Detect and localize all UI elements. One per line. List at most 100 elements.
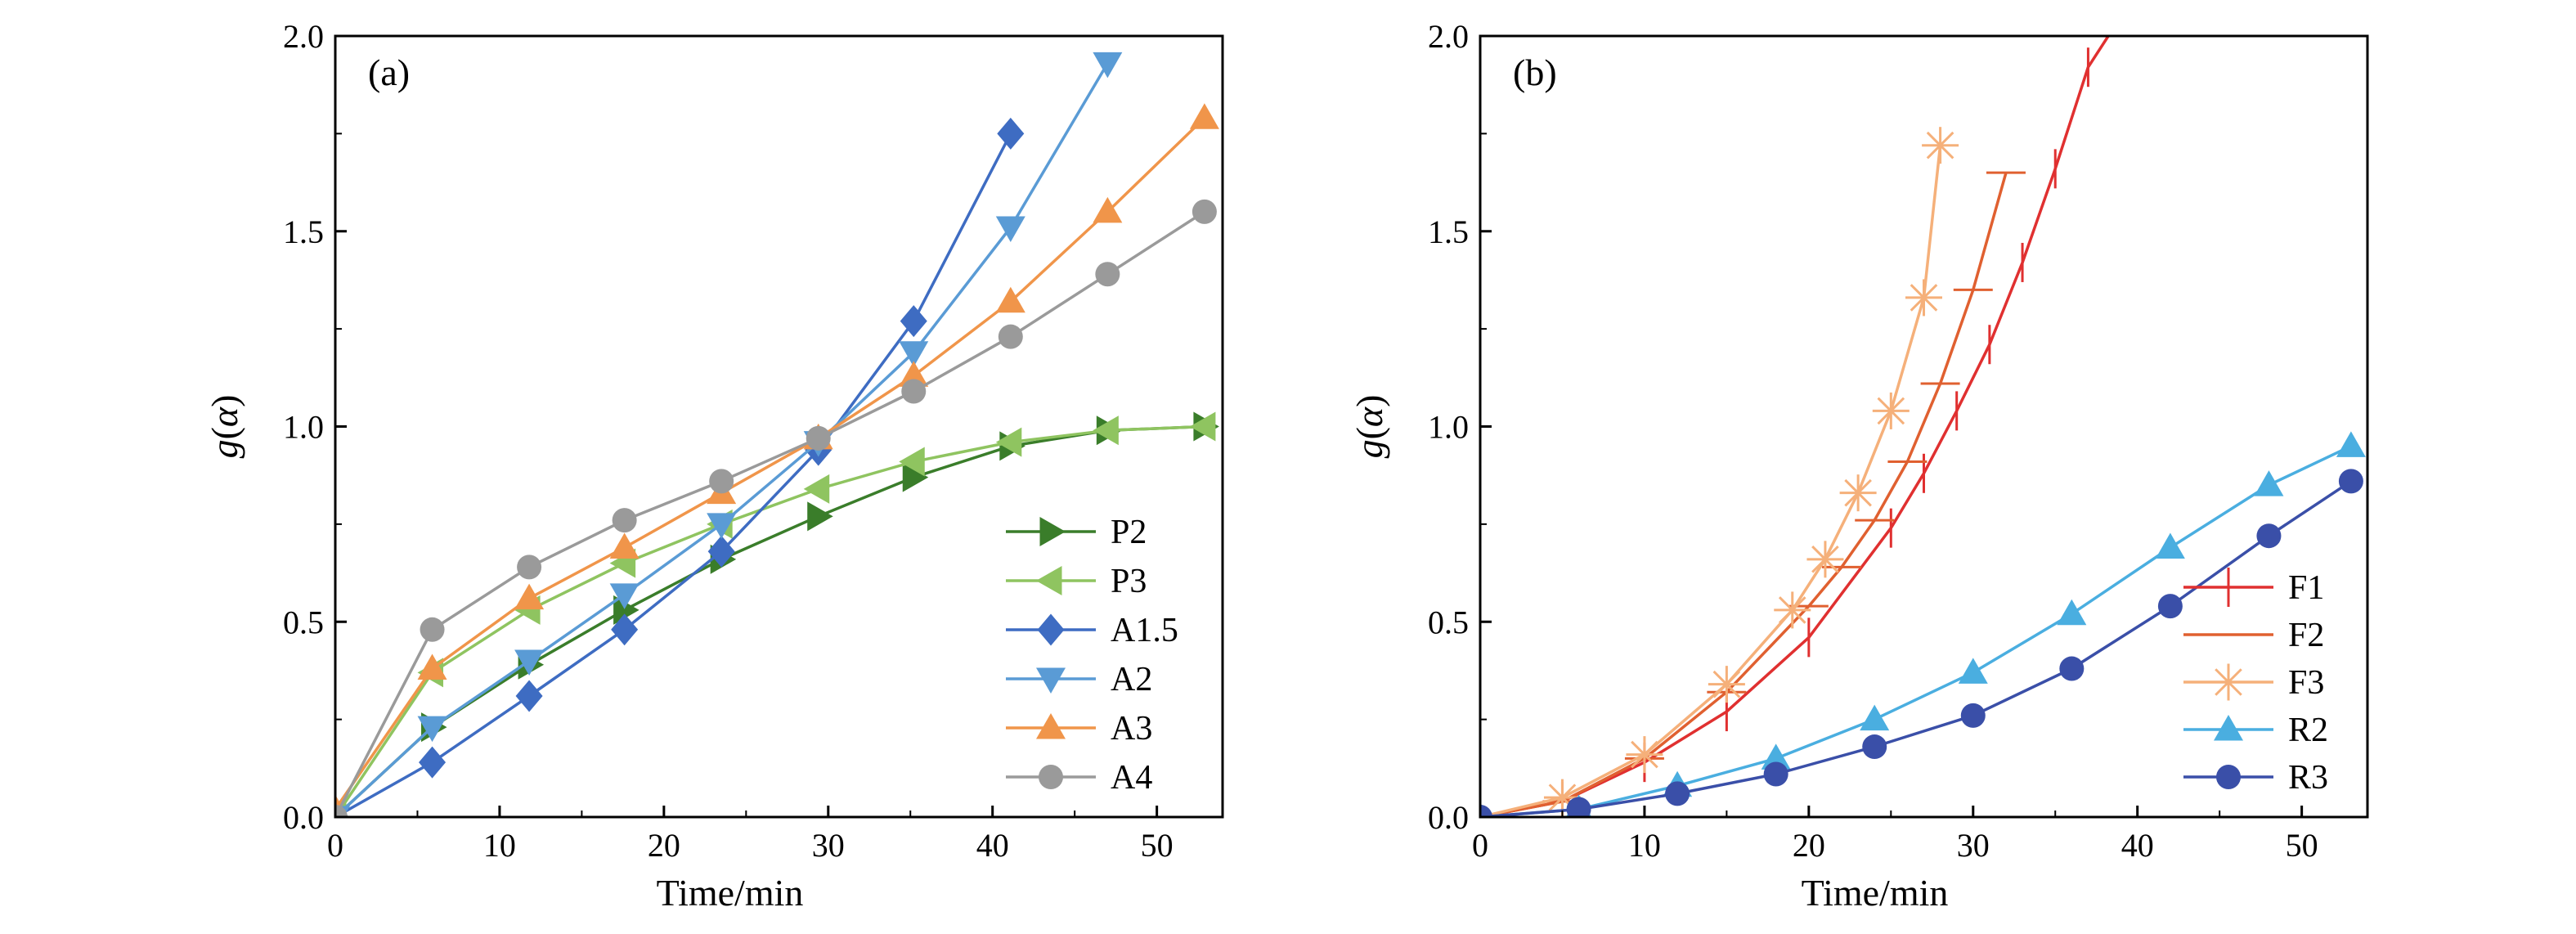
legend-label-A1.5: A1.5 (1111, 612, 1178, 649)
data-point-A1.5 (611, 613, 639, 646)
x-tick-label: 20 (648, 827, 680, 864)
legend-marker-F3 (2210, 663, 2247, 701)
series-A4 (335, 199, 1217, 817)
series-line-A2 (335, 62, 1109, 817)
y-axis-title: g(α) (1349, 395, 1390, 459)
legend: F1 F2 F3 R2 R3 (2183, 568, 2328, 797)
legend-marker-A2 (1036, 667, 1066, 694)
data-point-A1.5 (997, 117, 1025, 150)
x-tick-label: 10 (483, 827, 516, 864)
data-point-A2 (899, 341, 929, 367)
data-point-A3 (899, 361, 929, 387)
y-axis-title: g(α) (204, 395, 245, 459)
series-line-F1 (1480, 36, 2111, 817)
x-tick-label: 20 (1793, 827, 1825, 864)
data-point-R3 (1763, 761, 1788, 787)
series-line-P2 (335, 424, 1205, 817)
data-point-A4 (709, 469, 734, 494)
data-point-F3 (1774, 591, 1811, 629)
x-tick-label: 0 (327, 827, 343, 864)
legend-label-R2: R2 (2288, 712, 2328, 749)
data-point-R2 (1860, 704, 1890, 731)
data-point-P3 (1093, 415, 1119, 446)
series-line-P3 (335, 424, 1205, 817)
series-F2 (1480, 171, 2026, 817)
series-line-R2 (1480, 444, 2352, 817)
series-line-A4 (335, 210, 1205, 817)
data-point-F3 (1806, 541, 1844, 578)
data-point-F3 (1839, 474, 1877, 512)
data-point-P2 (807, 501, 833, 532)
data-point-A2 (609, 583, 640, 609)
legend-label-A3: A3 (1111, 710, 1152, 748)
data-point-A4 (517, 555, 542, 580)
y-tick-label: 1.0 (1428, 409, 1469, 446)
legend-marker-R3 (2216, 765, 2241, 789)
x-tick-label: 50 (2286, 827, 2318, 864)
legend-marker-A1.5 (1037, 613, 1065, 646)
data-point-A2 (417, 716, 447, 743)
y-tick-label: 1.5 (283, 213, 324, 250)
data-point-A3 (417, 653, 447, 680)
data-point-A3 (1093, 196, 1123, 223)
series-line-F3 (1480, 145, 1942, 817)
data-point-A1.5 (515, 680, 543, 712)
data-point-F3 (1872, 392, 1910, 429)
data-point-A1.5 (900, 305, 927, 338)
data-point-A3 (514, 583, 545, 610)
y-tick-label: 1.5 (1428, 213, 1469, 250)
series-R3 (1480, 469, 2363, 817)
data-point-A2 (995, 216, 1025, 242)
data-point-R2 (1761, 743, 1791, 770)
data-point-A4 (1095, 262, 1120, 287)
x-axis-title: Time/min (1802, 872, 1949, 914)
data-point-R3 (1480, 805, 1492, 817)
data-point-P3 (995, 427, 1022, 457)
x-tick-label: 30 (812, 827, 845, 864)
data-point-R3 (1960, 703, 1986, 728)
data-point-A2 (707, 513, 737, 539)
y-tick-label: 2.0 (283, 18, 324, 55)
data-point-A4 (901, 379, 927, 404)
data-point-R2 (2254, 470, 2284, 496)
data-point-R2 (2336, 431, 2366, 457)
data-point-R2 (1958, 658, 1988, 684)
legend-marker-A3 (1036, 713, 1066, 739)
legend-label-R3: R3 (2288, 759, 2328, 797)
x-tick-label: 30 (1957, 827, 1990, 864)
series-P2 (335, 411, 1219, 817)
data-point-F3 (1922, 127, 1959, 164)
data-point-P3 (803, 474, 830, 504)
data-point-P2 (613, 595, 640, 625)
legend-marker-P2 (1039, 517, 1066, 546)
y-tick-label: 0.5 (283, 604, 324, 640)
plot-frame (334, 34, 1224, 819)
legend-label-A4: A4 (1111, 759, 1152, 797)
data-point-R3 (1862, 734, 1887, 760)
legend-label-F2: F2 (2288, 617, 2324, 654)
x-tick-label: 0 (1472, 827, 1488, 864)
legend-marker-A4 (1039, 765, 1063, 789)
series-line-R3 (1480, 479, 2352, 817)
panel-label: (b) (1513, 52, 1557, 93)
data-point-R2 (2057, 599, 2087, 626)
series-line-A1.5 (335, 132, 1012, 817)
legend: P2 P3 A1.5 A2 A3 A4 (1006, 514, 1178, 797)
x-tick-label: 50 (1141, 827, 1174, 864)
legend-label-F1: F1 (2288, 569, 2324, 607)
series-line-A3 (335, 117, 1206, 811)
data-point-R3 (1566, 797, 1591, 817)
legend-marker-P3 (1036, 566, 1062, 595)
series-F1 (1480, 36, 2123, 817)
data-point-A3 (1189, 103, 1219, 129)
data-point-R2 (2155, 532, 2185, 559)
data-point-F3 (1708, 666, 1745, 703)
data-point-R3 (2059, 656, 2085, 681)
legend-label-P2: P2 (1111, 514, 1147, 551)
data-point-A3 (609, 532, 640, 559)
data-point-A4 (612, 508, 637, 533)
data-point-P3 (1189, 411, 1216, 442)
series-A1.5 (335, 117, 1025, 817)
data-point-A4 (420, 617, 445, 642)
data-point-F3 (1626, 736, 1663, 774)
